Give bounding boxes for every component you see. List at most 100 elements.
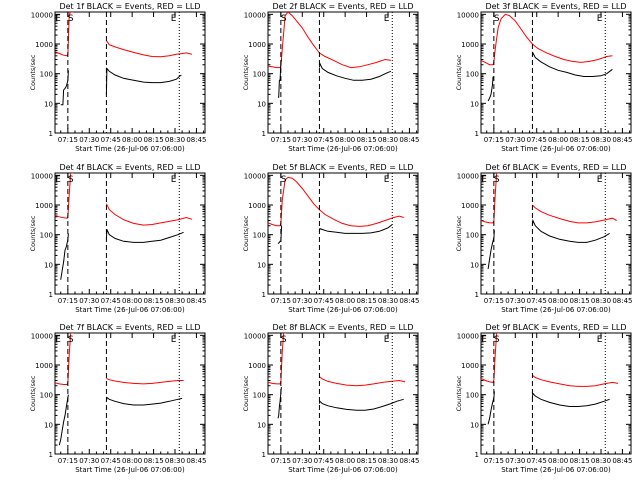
x-tick-label: 07:45 (527, 136, 547, 144)
y-axis-label: Counts/sec (455, 54, 463, 90)
x-tick-label: 07:45 (101, 457, 121, 465)
chart-title: Det 2f BLACK = Events, RED = LLD (272, 2, 413, 11)
x-tick-label: 07:30 (292, 136, 312, 144)
y-tick-label: 1000 (35, 362, 53, 370)
y-tick-label: 1000 (461, 41, 479, 49)
x-tick-label: 08:15 (143, 457, 163, 465)
x-axis-label: Start Time (26-Jul-06 07:06:00) (288, 466, 398, 474)
event-marker-label: S (494, 14, 500, 24)
x-tick-label: 08:30 (591, 457, 611, 465)
y-axis-label: Counts/sec (242, 215, 250, 251)
x-tick-label: 08:15 (569, 136, 589, 144)
chart-title: Det 9f BLACK = Events, RED = LLD (485, 323, 626, 332)
x-tick-label: 08:00 (548, 457, 568, 465)
series-line-events (278, 59, 392, 98)
y-axis-label: Counts/sec (29, 215, 37, 251)
chart-panel: Det 7f BLACK = Events, RED = LLD 1 10 100 10… (29, 323, 207, 474)
y-tick-label: 1000 (248, 41, 266, 49)
event-marker-label: E (481, 335, 487, 345)
x-tick-label: 07:15 (484, 457, 504, 465)
plot-frame (54, 172, 206, 295)
x-tick-label: 08:45 (399, 136, 419, 144)
x-tick-label: 07:15 (58, 136, 78, 144)
event-marker-label: E (597, 175, 603, 185)
event-marker-label: E (384, 14, 390, 24)
y-tick-label: 100 (253, 71, 266, 79)
x-tick-label: 07:30 (292, 457, 312, 465)
y-tick-label: 1 (475, 130, 479, 138)
x-tick-label: 08:00 (122, 297, 142, 305)
x-tick-label: 07:30 (505, 136, 525, 144)
chart-panel: Det 2f BLACK = Events, RED = LLD 1 10 100 10… (242, 2, 420, 153)
x-tick-label: 08:15 (143, 297, 163, 305)
event-marker-label: S (281, 175, 287, 185)
y-tick-label: 1 (262, 291, 266, 299)
x-tick-label: 08:30 (165, 297, 185, 305)
y-tick-label: 10 (257, 421, 266, 429)
series-line-events (277, 224, 393, 244)
chart-title: Det 8f BLACK = Events, RED = LLD (272, 323, 413, 332)
x-axis-label: Start Time (26-Jul-06 07:06:00) (501, 145, 611, 153)
x-axis-label: Start Time (26-Jul-06 07:06:00) (75, 306, 185, 314)
x-axis-label: Start Time (26-Jul-06 07:06:00) (501, 306, 611, 314)
x-tick-label: 08:15 (143, 136, 163, 144)
event-marker-label: E (55, 14, 61, 24)
y-tick-label: 1 (49, 451, 53, 459)
chart-panel: Det 5f BLACK = Events, RED = LLD 1 10 100 10… (242, 163, 420, 314)
x-tick-label: 07:30 (79, 457, 99, 465)
event-marker-label: S (281, 335, 287, 345)
x-tick-label: 08:00 (548, 136, 568, 144)
y-tick-label: 1000 (461, 362, 479, 370)
x-tick-label: 08:30 (378, 457, 398, 465)
event-marker-label: E (55, 175, 61, 185)
x-tick-label: 08:30 (591, 297, 611, 305)
chart-panel: Det 1f BLACK = Events, RED = LLD 1 10 100 10… (29, 2, 207, 153)
y-tick-label: 1 (475, 291, 479, 299)
event-marker-label: E (171, 335, 177, 345)
x-tick-label: 08:00 (335, 136, 355, 144)
x-axis-label: Start Time (26-Jul-06 07:06:00) (288, 306, 398, 314)
y-tick-label: 10 (44, 100, 53, 108)
plot-frame (267, 332, 419, 455)
x-tick-label: 08:00 (335, 457, 355, 465)
x-tick-label: 07:45 (527, 297, 547, 305)
event-marker-label: S (494, 335, 500, 345)
x-tick-label: 08:30 (378, 136, 398, 144)
x-tick-label: 08:15 (569, 457, 589, 465)
y-axis-label: Counts/sec (455, 215, 463, 251)
plot-frame (480, 172, 632, 295)
chart-panel: Det 4f BLACK = Events, RED = LLD 1 10 100 10… (29, 163, 207, 314)
chart-panel: Det 6f BLACK = Events, RED = LLD 1 10 100 10… (455, 163, 633, 314)
x-tick-label: 08:15 (569, 297, 589, 305)
y-tick-label: 10 (44, 261, 53, 269)
x-tick-label: 08:45 (186, 457, 206, 465)
x-tick-label: 07:45 (314, 136, 334, 144)
x-tick-label: 07:45 (314, 457, 334, 465)
series-line-lld (55, 333, 184, 385)
x-tick-label: 08:45 (612, 136, 632, 144)
chart-panel: Det 9f BLACK = Events, RED = LLD 1 10 100 10… (455, 323, 633, 474)
chart-title: Det 4f BLACK = Events, RED = LLD (59, 163, 200, 172)
y-tick-label: 100 (40, 392, 53, 400)
y-tick-label: 100 (466, 392, 479, 400)
x-tick-label: 08:45 (399, 457, 419, 465)
event-marker-label: E (171, 175, 177, 185)
y-tick-label: 10 (470, 261, 479, 269)
x-tick-label: 08:45 (399, 297, 419, 305)
x-tick-label: 07:15 (58, 457, 78, 465)
y-tick-label: 1 (475, 451, 479, 459)
chart-panel: Det 8f BLACK = Events, RED = LLD 1 10 100 10… (242, 323, 420, 474)
plot-frame (267, 172, 419, 295)
x-tick-label: 07:15 (271, 297, 291, 305)
y-tick-label: 1000 (35, 202, 53, 210)
x-tick-label: 08:00 (548, 297, 568, 305)
event-marker-label: S (494, 175, 500, 185)
x-tick-label: 08:30 (165, 136, 185, 144)
y-axis-label: Counts/sec (455, 375, 463, 411)
plot-frame (480, 332, 632, 455)
y-tick-label: 10000 (244, 11, 266, 19)
x-tick-label: 08:45 (612, 297, 632, 305)
x-tick-label: 07:15 (484, 136, 504, 144)
x-tick-label: 07:30 (79, 297, 99, 305)
